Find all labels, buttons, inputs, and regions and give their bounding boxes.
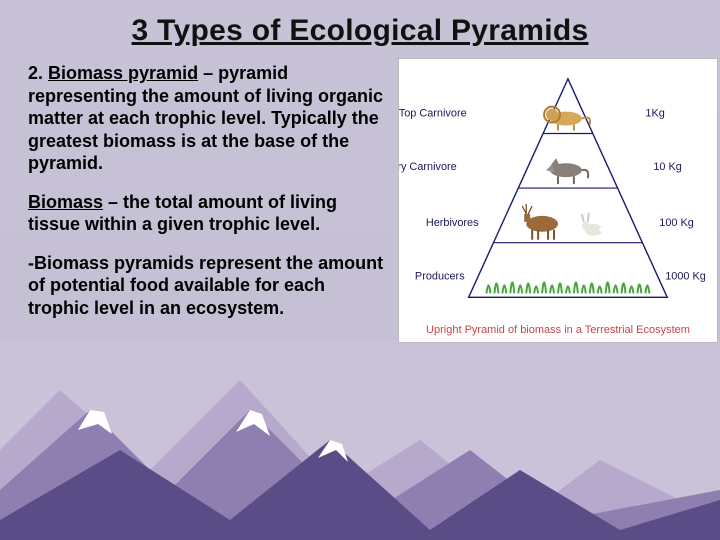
page-title: 3 Types of Ecological Pyramids <box>28 14 692 48</box>
deer-icon <box>522 204 558 240</box>
rabbit-icon <box>582 213 604 236</box>
figure-caption: Upright Pyramid of biomass in a Terrestr… <box>399 324 717 336</box>
label-producers: Producers <box>415 270 465 282</box>
lion-icon <box>544 107 590 131</box>
mass-primary-carnivore: 10 Kg <box>653 161 682 173</box>
mass-producers: 1000 Kg <box>665 270 706 282</box>
mass-herbivores: 100 Kg <box>659 217 694 229</box>
slide-content: 3 Types of Ecological Pyramids 2. Biomas… <box>0 0 720 540</box>
para1-lead: 2. <box>28 63 48 83</box>
mass-top-carnivore: 1Kg <box>645 108 664 120</box>
text-column: 2. Biomass pyramid – pyramid representin… <box>28 62 388 343</box>
para1-term: Biomass pyramid <box>48 63 198 83</box>
paragraph-biomass-def: Biomass – the total amount of living tis… <box>28 191 388 236</box>
paragraph-biomass-pyramid: 2. Biomass pyramid – pyramid representin… <box>28 62 388 175</box>
label-primary-carnivore: Primary Carnivore <box>399 161 457 173</box>
wolf-icon <box>546 158 588 184</box>
pyramid-figure: Top Carnivore Primary Carnivore Herbivor… <box>398 58 718 343</box>
grass-icon <box>487 282 650 293</box>
para2-term: Biomass <box>28 192 103 212</box>
paragraph-biomass-food: -Biomass pyramids represent the amount o… <box>28 252 388 320</box>
label-herbivores: Herbivores <box>426 217 479 229</box>
figure-column: Top Carnivore Primary Carnivore Herbivor… <box>398 58 718 343</box>
label-top-carnivore: Top Carnivore <box>399 108 467 120</box>
